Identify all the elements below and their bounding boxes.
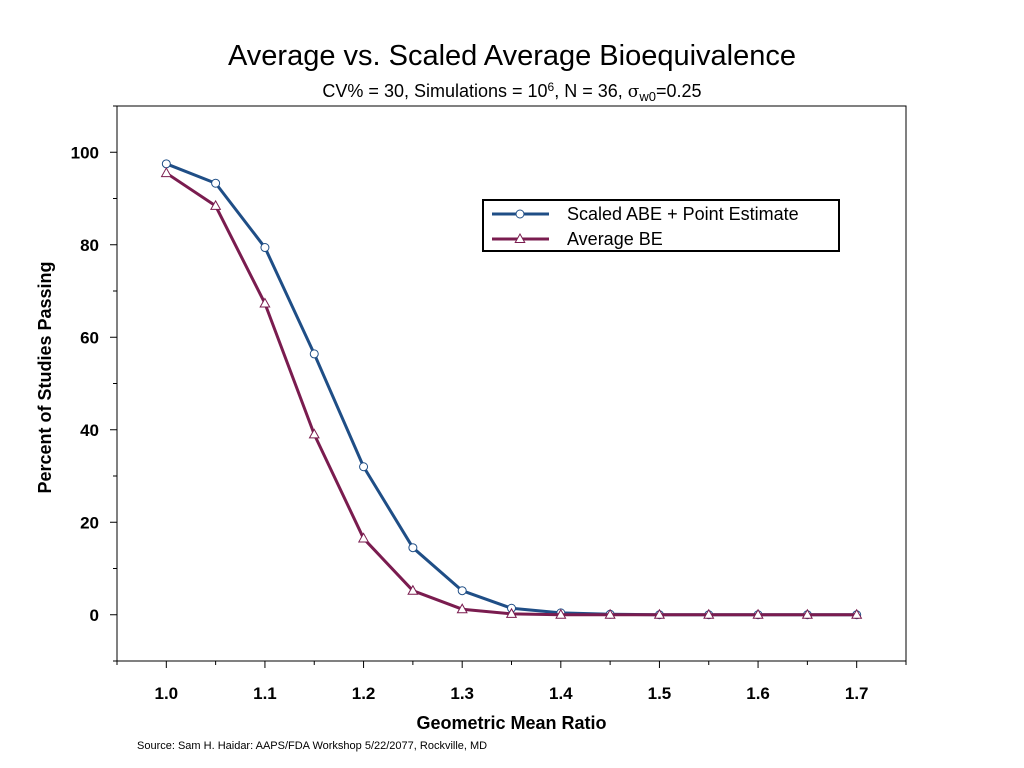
data-point-triangle (407, 584, 419, 595)
chart-title: Average vs. Scaled Average Bioequivalenc… (227, 40, 797, 72)
data-point-circle (408, 543, 418, 553)
x-tick-label: 1.6 (746, 684, 770, 703)
x-axis-ticks: 1.0 1.1 1.2 1.3 1.4 1.5 1.6 1.7 (116, 661, 907, 703)
data-point-triangle (505, 607, 518, 618)
plot-area-frame (116, 105, 907, 662)
x-tick-label: 1.5 (648, 684, 672, 703)
data-point-circle (161, 159, 171, 169)
chart-subtitle: CV% = 30, Simulations = 106, N = 36, σw0… (0, 80, 1024, 104)
legend-marker-circle (515, 209, 525, 219)
y-tick-label: 80 (80, 236, 99, 255)
data-point-triangle (851, 608, 863, 619)
series-triangle (160, 167, 863, 619)
y-tick-label: 60 (80, 328, 99, 347)
data-point-triangle (456, 603, 468, 614)
y-tick-label: 40 (80, 421, 99, 440)
x-tick-label: 1.3 (450, 684, 474, 703)
x-tick-label: 1.4 (549, 684, 573, 703)
subtitle-sigma-subscript: w0 (639, 89, 657, 104)
data-point-triangle (160, 167, 172, 178)
subtitle-cv: CV% = 30, Simulations = 10 (322, 81, 548, 101)
legend-label: Average BE (567, 229, 663, 249)
data-point-triangle (357, 532, 370, 543)
y-tick-label: 20 (80, 513, 99, 532)
data-point-triangle (752, 608, 764, 619)
subtitle-sigma-value: =0.25 (656, 81, 702, 101)
data-point-triangle (210, 199, 222, 210)
x-tick-label: 1.2 (352, 684, 376, 703)
legend-label: Scaled ABE + Point Estimate (567, 204, 799, 224)
data-point-triangle (308, 428, 320, 439)
data-point-triangle (703, 608, 715, 619)
legend: Scaled ABE + Point Estimate Average BE (482, 199, 840, 252)
data-point-triangle (801, 608, 813, 619)
legend-box (482, 199, 840, 252)
y-tick-label: 0 (90, 606, 99, 625)
legend-marker-triangle (514, 232, 526, 243)
series-layer (160, 159, 863, 620)
data-point-circle (309, 349, 319, 359)
data-point-triangle (259, 297, 271, 308)
data-point-triangle (653, 608, 666, 619)
data-point-circle (211, 178, 221, 188)
x-tick-label: 1.7 (845, 684, 869, 703)
source-note: Source: Sam H. Haidar: AAPS/FDA Workshop… (137, 740, 488, 752)
subtitle-sigma: σ (627, 82, 640, 102)
subtitle-exponent: 6 (547, 80, 555, 94)
x-tick-label: 1.1 (253, 684, 277, 703)
data-point-triangle (604, 608, 616, 619)
subtitle-n: , N = 36, (554, 81, 628, 101)
data-point-circle (359, 462, 369, 472)
x-axis-title: Geometric Mean Ratio (416, 713, 606, 733)
data-point-circle (457, 586, 467, 596)
y-axis-ticks: 0 20 40 60 80 100 (71, 105, 117, 662)
x-tick-label: 1.0 (154, 684, 178, 703)
y-axis-title: Percent of Studies Passing (35, 261, 55, 493)
y-tick-label: 100 (71, 143, 99, 162)
data-point-triangle (555, 608, 567, 619)
data-point-circle (260, 243, 270, 253)
